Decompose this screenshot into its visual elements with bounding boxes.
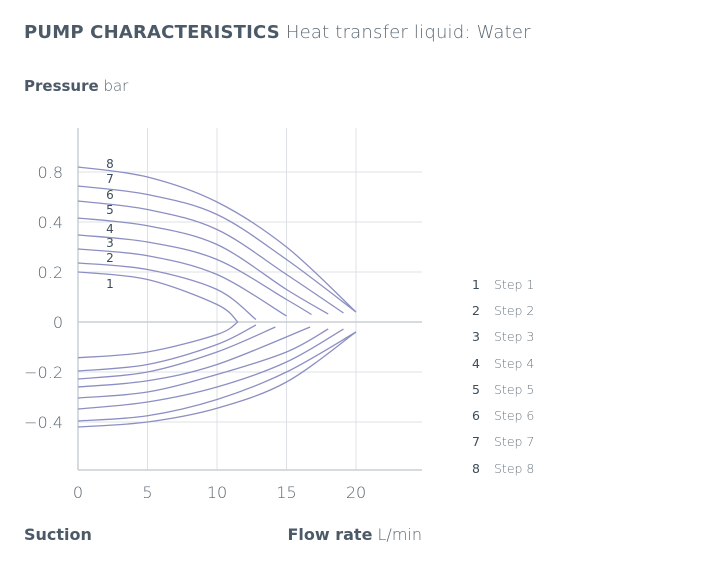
subtitle-text: Heat transfer liquid: Water — [285, 22, 531, 43]
legend-item: 7 Step 7 — [472, 429, 534, 455]
y-tick-label: 0.4 — [38, 213, 63, 232]
y-tick-label: 0.8 — [38, 163, 63, 182]
legend-label: Step 4 — [494, 355, 535, 371]
x-axis-unit: L/min — [377, 525, 422, 544]
x-tick-label: 15 — [276, 483, 296, 502]
legend-label: Step 3 — [494, 329, 535, 345]
title-text: PUMP CHARACTERISTICS — [24, 22, 280, 43]
legend-item: 5 Step 5 — [472, 376, 534, 402]
x-tick-label: 5 — [142, 483, 152, 502]
x-tick-label: 0 — [73, 483, 83, 502]
curve-label-step-2: 2 — [106, 251, 114, 265]
pressure-curve-step-8 — [77, 166, 357, 313]
legend-number: 2 — [472, 302, 480, 318]
legend-item: 2 Step 2 — [472, 297, 534, 323]
legend: 1 Step 1 2 Step 2 3 Step 3 4 Step 4 5 Step 5 6 Step… — [472, 271, 534, 481]
curve-label-step-3: 3 — [106, 236, 114, 250]
curve-label-step-7: 7 — [106, 172, 114, 186]
legend-item: 8 Step 8 — [472, 455, 534, 481]
x-axis-name: Flow rate — [287, 525, 373, 544]
pressure-curve-step-4 — [77, 234, 312, 316]
legend-number: 3 — [472, 329, 480, 345]
legend-number: 6 — [472, 408, 480, 424]
legend-number: 4 — [472, 355, 480, 371]
y-axis-name: Pressure — [24, 77, 99, 95]
pressure-curve-step-6 — [77, 200, 344, 314]
legend-number: 8 — [472, 460, 480, 476]
y-axis-label: Pressure bar — [24, 77, 128, 95]
legend-label: Step 6 — [494, 408, 535, 424]
suction-curve-step-6 — [77, 328, 344, 410]
curve-label-step-5: 5 — [106, 203, 114, 217]
y-axis-unit: bar — [103, 77, 129, 95]
legend-item: 4 Step 4 — [472, 350, 534, 376]
legend-label: Step 2 — [494, 302, 535, 318]
y-tick-label: 0.2 — [38, 263, 63, 282]
suction-curve-step-4 — [77, 326, 311, 388]
y-tick-label: 0 — [53, 313, 63, 332]
x-tick-label: 10 — [207, 483, 227, 502]
legend-number: 5 — [472, 381, 480, 397]
curve-label-step-4: 4 — [106, 222, 114, 236]
chart-title: PUMP CHARACTERISTICS Heat transfer liqui… — [24, 22, 531, 43]
suction-curve-step-7 — [77, 331, 357, 422]
legend-label: Step 7 — [494, 434, 535, 450]
suction-label: Suction — [24, 525, 92, 544]
legend-label: Step 8 — [494, 460, 535, 476]
legend-item: 6 Step 6 — [472, 402, 534, 428]
pressure-curve-step-2 — [77, 262, 257, 321]
pressure-curve-step-3 — [77, 248, 287, 317]
legend-item: 1 Step 1 — [472, 271, 534, 297]
x-axis-label: Flow rate L/min — [287, 525, 422, 544]
x-tick-label: 20 — [346, 483, 366, 502]
pressure-curve-step-5 — [77, 217, 329, 315]
y-tick-label: −0.2 — [24, 363, 63, 382]
legend-number: 7 — [472, 434, 480, 450]
y-tick-label: −0.4 — [24, 413, 63, 432]
suction-curve-step-5 — [77, 328, 329, 399]
suction-curve-step-1 — [77, 321, 239, 359]
suction-curve-step-3 — [77, 326, 276, 380]
pressure-curve-step-1 — [77, 271, 239, 323]
suction-curve-step-2 — [77, 324, 257, 372]
legend-label: Step 5 — [494, 381, 535, 397]
suction-curve-step-8 — [77, 331, 357, 428]
pressure-curve-step-7 — [77, 185, 357, 313]
curve-label-step-8: 8 — [106, 157, 114, 171]
legend-number: 1 — [472, 276, 480, 292]
legend-label: Step 1 — [494, 276, 535, 292]
legend-item: 3 Step 3 — [472, 324, 534, 350]
curve-label-step-6: 6 — [106, 188, 114, 202]
curve-label-step-1: 1 — [106, 277, 114, 291]
